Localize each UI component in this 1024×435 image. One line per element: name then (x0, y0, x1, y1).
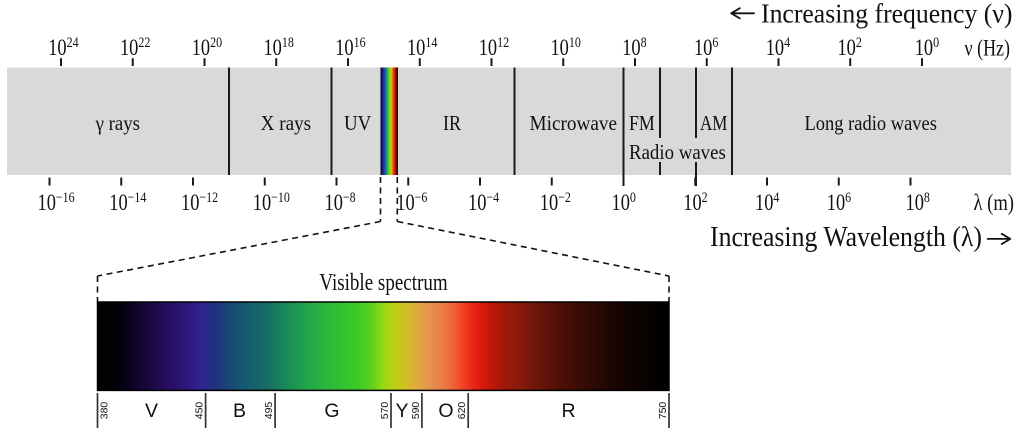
svg-text:106: 106 (827, 189, 852, 216)
svg-text:380: 380 (98, 402, 110, 420)
svg-text:Y: Y (395, 400, 408, 422)
svg-text:G: G (324, 400, 339, 422)
svg-text:106: 106 (694, 34, 719, 61)
svg-text:10−6: 10−6 (396, 189, 427, 216)
svg-text:X rays: X rays (261, 111, 312, 135)
svg-text:λ (m): λ (m) (974, 190, 1015, 215)
svg-text:10−14: 10−14 (109, 189, 146, 216)
svg-text:104: 104 (755, 189, 780, 216)
svg-text:570: 570 (379, 402, 391, 420)
svg-text:FM: FM (629, 111, 655, 135)
svg-text:Long radio waves: Long radio waves (804, 111, 937, 135)
svg-text:10−12: 10−12 (181, 189, 218, 216)
svg-text:100: 100 (915, 34, 940, 61)
svg-text:100: 100 (612, 189, 637, 216)
svg-text:B: B (233, 400, 246, 422)
svg-text:IR: IR (443, 111, 462, 135)
svg-text:Radio waves: Radio waves (629, 140, 726, 164)
svg-text:10−4: 10−4 (468, 189, 499, 216)
svg-text:1014: 1014 (407, 34, 438, 61)
svg-text:1012: 1012 (479, 34, 510, 61)
svg-text:UV: UV (344, 111, 372, 135)
svg-text:10−10: 10−10 (253, 189, 290, 216)
svg-text:1020: 1020 (192, 34, 223, 61)
svg-text:495: 495 (263, 402, 275, 420)
svg-text:1018: 1018 (263, 34, 294, 61)
svg-text:γ rays: γ rays (95, 111, 140, 135)
svg-text:108: 108 (622, 34, 647, 61)
svg-text:10−8: 10−8 (325, 189, 356, 216)
svg-text:ν (Hz): ν (Hz) (965, 36, 1011, 61)
svg-text:Microwave: Microwave (530, 111, 618, 135)
svg-text:AM: AM (700, 111, 727, 135)
svg-text:Increasing Wavelength (λ): Increasing Wavelength (λ) (710, 222, 982, 253)
svg-text:O: O (438, 400, 453, 422)
svg-text:1010: 1010 (550, 34, 581, 61)
svg-text:450: 450 (194, 402, 206, 420)
svg-text:10−16: 10−16 (38, 189, 75, 216)
svg-text:V: V (145, 400, 158, 422)
svg-text:590: 590 (410, 402, 422, 420)
svg-text:R: R (561, 400, 575, 422)
svg-text:1024: 1024 (48, 34, 79, 61)
svg-text:104: 104 (766, 34, 791, 61)
svg-text:750: 750 (657, 402, 669, 420)
svg-text:102: 102 (683, 189, 708, 216)
svg-text:102: 102 (837, 34, 862, 61)
svg-text:Visible spectrum: Visible spectrum (319, 270, 448, 296)
svg-text:1022: 1022 (120, 34, 151, 61)
svg-text:Increasing frequency (ν): Increasing frequency (ν) (761, 0, 1013, 29)
svg-text:108: 108 (906, 189, 931, 216)
svg-text:620: 620 (456, 402, 468, 420)
svg-text:10−2: 10−2 (540, 189, 571, 216)
svg-text:1016: 1016 (335, 34, 366, 61)
